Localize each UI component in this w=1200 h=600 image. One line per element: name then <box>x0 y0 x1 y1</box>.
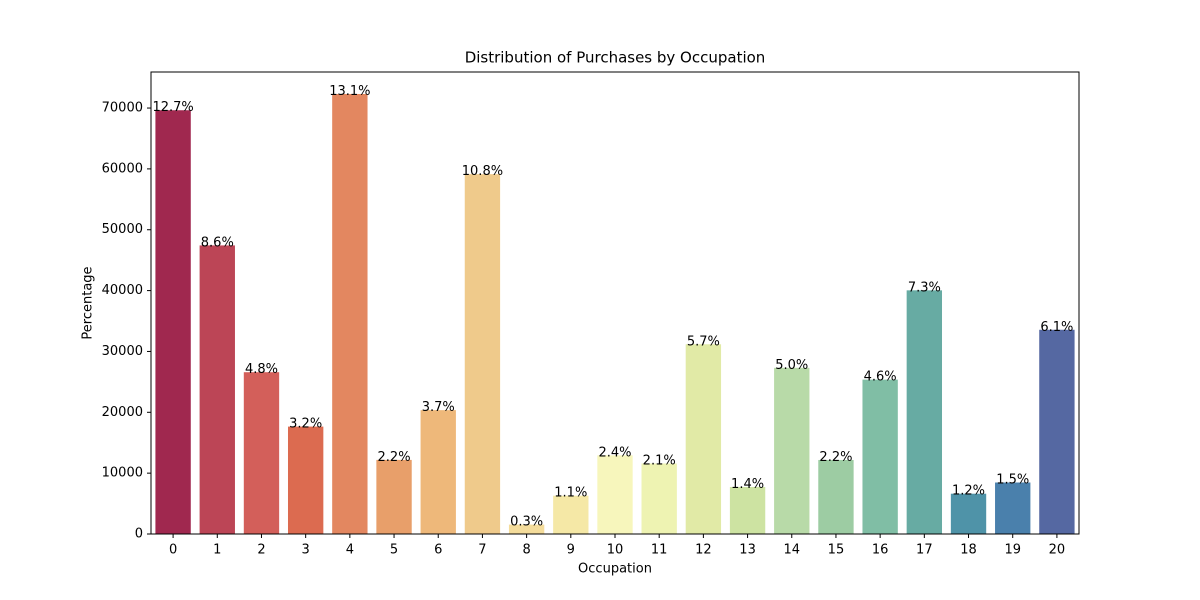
x-tick-label: 9 <box>567 543 575 558</box>
value-label: 12.7% <box>152 100 193 115</box>
x-tick-label: 16 <box>872 543 889 558</box>
x-tick-label: 17 <box>916 543 933 558</box>
x-tick-label: 0 <box>169 543 177 558</box>
y-tick-label: 20000 <box>102 405 143 420</box>
x-tick-label: 6 <box>434 543 442 558</box>
x-tick-label: 13 <box>739 543 756 558</box>
bar <box>906 290 943 534</box>
x-tick-label: 20 <box>1049 543 1066 558</box>
x-tick-label: 15 <box>828 543 845 558</box>
x-tick-label: 11 <box>651 543 668 558</box>
bar <box>155 110 191 534</box>
value-label: 2.1% <box>643 453 676 468</box>
y-tick-label: 50000 <box>102 222 143 237</box>
value-label: 1.5% <box>996 473 1029 488</box>
y-tick-label: 10000 <box>102 466 143 481</box>
bar <box>376 459 412 534</box>
x-axis-label: Occupation <box>578 562 652 577</box>
x-tick-label: 18 <box>960 543 977 558</box>
value-label: 2.2% <box>819 450 852 465</box>
value-label: 2.4% <box>598 445 631 460</box>
bar <box>729 486 766 534</box>
bar <box>199 245 235 534</box>
value-label: 4.8% <box>245 362 278 377</box>
y-tick-label: 70000 <box>102 101 143 116</box>
bar <box>287 426 324 534</box>
value-label: 7.3% <box>908 280 941 295</box>
value-label: 10.8% <box>462 164 503 179</box>
value-label: 13.1% <box>329 84 370 99</box>
value-label: 6.1% <box>1040 320 1073 335</box>
value-label: 1.1% <box>554 486 587 501</box>
y-tick-label: 40000 <box>102 283 143 298</box>
value-label: 1.2% <box>952 484 985 499</box>
x-tick-label: 12 <box>695 543 712 558</box>
y-tick-label: 0 <box>135 527 143 542</box>
bar <box>995 482 1031 534</box>
value-label: 8.6% <box>201 235 234 250</box>
bar <box>420 410 456 534</box>
bar <box>862 379 898 534</box>
bar <box>950 493 987 534</box>
value-label: 0.3% <box>510 515 543 530</box>
bar <box>685 344 722 534</box>
bar <box>553 495 589 534</box>
x-tick-label: 5 <box>390 543 398 558</box>
y-tick-label: 60000 <box>102 161 143 176</box>
value-label: 5.0% <box>775 358 808 373</box>
value-label: 2.2% <box>378 450 411 465</box>
value-label: 5.7% <box>687 334 720 349</box>
bar <box>464 174 501 534</box>
bar <box>1039 329 1075 534</box>
bar <box>243 372 280 534</box>
y-tick-label: 30000 <box>102 344 143 359</box>
chart-title: Distribution of Purchases by Occupation <box>465 49 766 67</box>
value-label: 3.2% <box>289 417 322 432</box>
bar <box>508 524 545 534</box>
bar <box>641 463 677 534</box>
x-tick-label: 3 <box>302 543 310 558</box>
x-tick-label: 1 <box>213 543 221 558</box>
bar <box>597 455 633 534</box>
x-tick-label: 2 <box>257 543 265 558</box>
x-tick-label: 10 <box>607 543 624 558</box>
bar <box>774 367 810 534</box>
x-tick-label: 19 <box>1004 543 1021 558</box>
bar <box>818 459 854 534</box>
x-tick-label: 14 <box>783 543 800 558</box>
x-tick-label: 7 <box>478 543 486 558</box>
bar <box>332 93 368 534</box>
value-label: 3.7% <box>422 400 455 415</box>
value-label: 1.4% <box>731 477 764 492</box>
plot-frame <box>150 71 1080 535</box>
value-label: 4.6% <box>864 370 897 385</box>
x-tick-label: 8 <box>522 543 530 558</box>
y-axis-label: Percentage <box>81 266 96 339</box>
x-tick-label: 4 <box>346 543 354 558</box>
